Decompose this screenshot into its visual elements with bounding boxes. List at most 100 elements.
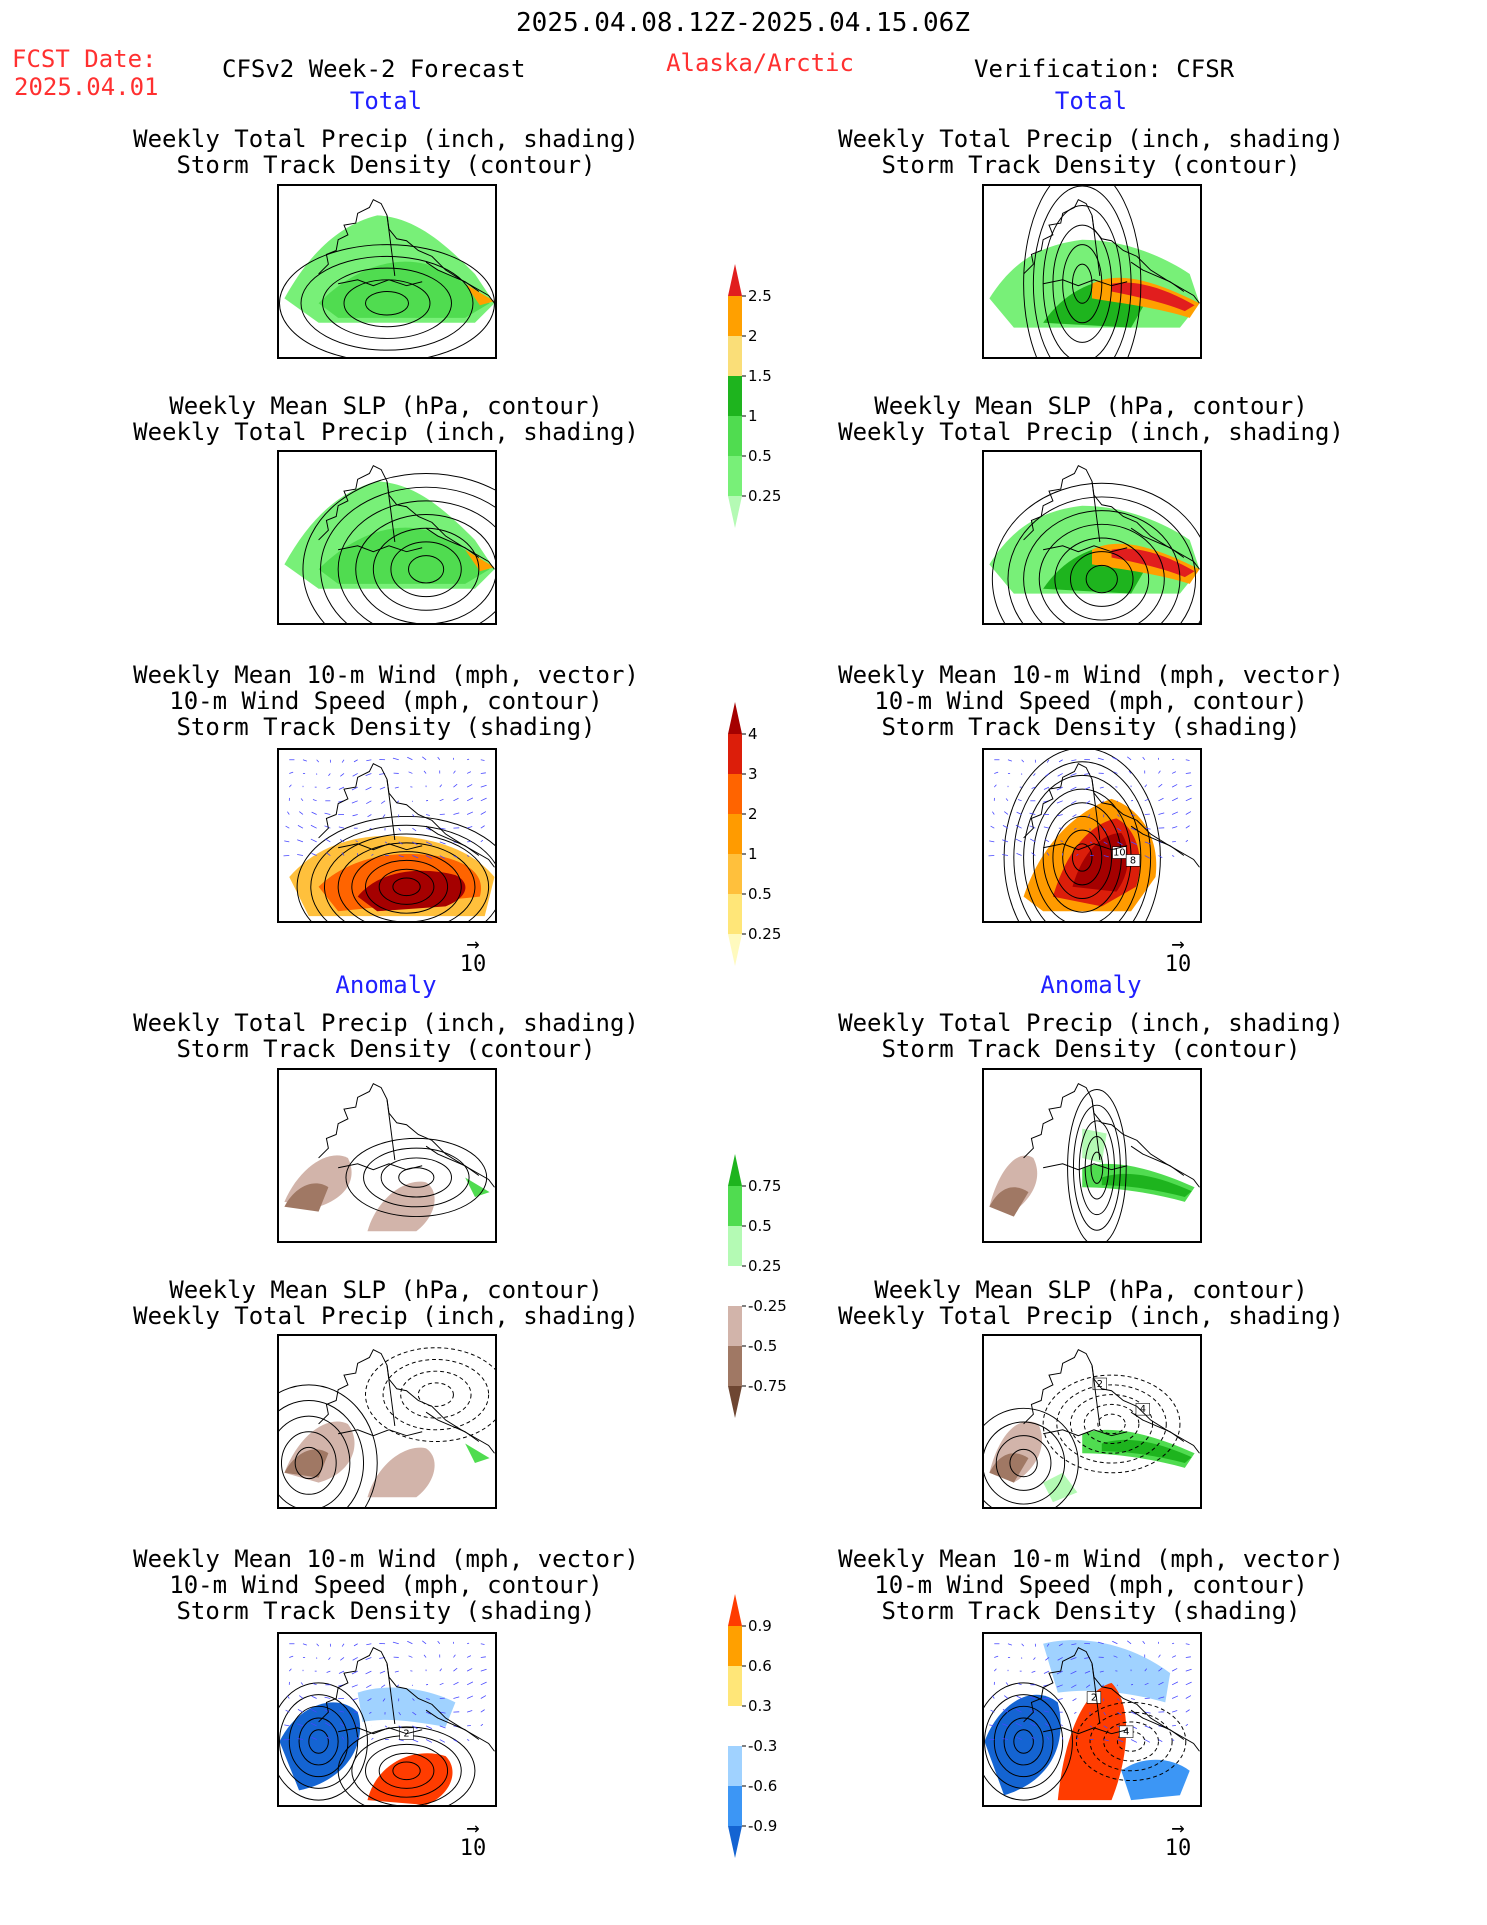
colorbar-band xyxy=(728,702,742,734)
contour-label: 2 xyxy=(1097,1379,1103,1390)
colorbar-tick-label: -0.6 xyxy=(748,1777,777,1795)
section-anomaly-right: Anomaly xyxy=(1040,971,1142,999)
map-cfsr-total-slp xyxy=(982,450,1202,625)
title-cfsr-total-precip: Weekly Total Precip (inch, shading) Stor… xyxy=(838,125,1344,179)
map-fcst-anom-slp xyxy=(277,1334,497,1509)
shading xyxy=(1111,548,1195,578)
colorbar-band xyxy=(728,1626,742,1666)
vector-ref-fcst-anom: → 10 xyxy=(448,1816,498,1862)
shading xyxy=(367,1181,435,1232)
map-fcst-total-slp xyxy=(277,450,497,625)
contour-label: 4 xyxy=(1140,1404,1146,1415)
contour-set xyxy=(991,482,1200,623)
shading xyxy=(1043,1640,1171,1703)
vector-ref-fcst-total: → 10 xyxy=(448,932,498,978)
arrow-right-icon: → xyxy=(466,932,480,957)
title-fcst-anom-slp: Weekly Mean SLP (hPa, contour) Weekly To… xyxy=(133,1276,639,1330)
coastline xyxy=(318,1083,495,1188)
shading xyxy=(1043,1472,1078,1503)
colorbar-band xyxy=(728,854,742,894)
contour-label-box xyxy=(1092,1377,1107,1391)
contour-label-box xyxy=(1112,846,1127,859)
contour-set xyxy=(1023,186,1142,357)
colorbar-band xyxy=(728,336,742,376)
contour-label: 8 xyxy=(1130,855,1136,866)
coastline xyxy=(318,199,495,304)
contour-set xyxy=(302,473,495,623)
colorbar-tick-label: 0.3 xyxy=(748,1697,772,1715)
shading xyxy=(284,1449,329,1478)
region-label: Alaska/Arctic xyxy=(666,49,854,77)
date-range: 2025.04.08.12Z-2025.04.15.06Z xyxy=(516,8,970,38)
wind-vectors xyxy=(988,1640,1192,1743)
shading xyxy=(984,1694,1061,1796)
coastline xyxy=(318,1647,495,1752)
title-cfsr-anom-precip: Weekly Total Precip (inch, shading) Stor… xyxy=(838,1009,1344,1063)
contour-set xyxy=(1003,750,1161,921)
colorbar-total-storm-density: 0.25 0.5 1 2 3 4 xyxy=(728,702,781,966)
shading xyxy=(1111,282,1195,312)
colorbar-band xyxy=(728,296,742,336)
shading xyxy=(1057,1682,1127,1801)
colorbar-tick-label: 1 xyxy=(748,407,758,425)
colorbar-band xyxy=(728,1186,742,1226)
colorbar-tick-label: -0.9 xyxy=(748,1817,777,1835)
contour-set xyxy=(296,815,495,921)
title-cfsr-anom-slp: Weekly Mean SLP (hPa, contour) Weekly To… xyxy=(838,1276,1344,1330)
colorbar-band xyxy=(728,1154,742,1186)
fcst-date: 2025.04.01 xyxy=(14,73,159,101)
contour-set xyxy=(984,1407,1079,1507)
colorbar-band xyxy=(728,814,742,854)
title-fcst-anom-precip: Weekly Total Precip (inch, shading) Stor… xyxy=(133,1009,639,1063)
colorbar-band xyxy=(728,1594,742,1626)
contour-label-box xyxy=(1125,854,1141,867)
colorbar-band xyxy=(728,894,742,934)
contour-set xyxy=(279,1384,378,1507)
colorbar-tick-label: 0.9 xyxy=(748,1617,772,1635)
colorbar-band xyxy=(728,1826,742,1858)
colorbar-tick-label: 2.5 xyxy=(748,287,772,305)
contour-label-box xyxy=(1135,1403,1150,1416)
coastline xyxy=(1023,1083,1200,1188)
colorbar-band xyxy=(728,1386,742,1418)
arrow-right-icon: → xyxy=(1171,1816,1185,1841)
colorbar-tick-label: -0.75 xyxy=(748,1377,787,1395)
colorbar-tick-label: 2 xyxy=(748,327,758,345)
coastline xyxy=(1023,1349,1200,1454)
colorbar-anomaly-precip: -0.75 -0.5 -0.25 0.25 0.5 0.75 xyxy=(728,1154,787,1418)
contour-set xyxy=(279,1682,368,1801)
section-total-left: Total xyxy=(349,87,423,115)
map-cfsr-total-precip xyxy=(982,184,1202,359)
colorbar-band xyxy=(728,1266,742,1306)
shading xyxy=(367,1447,435,1498)
vector-ref-cfsr-total: → 10 xyxy=(1153,934,1203,978)
wind-vectors xyxy=(988,756,1192,859)
shading xyxy=(357,870,466,912)
shading xyxy=(318,261,490,318)
coastline xyxy=(318,1349,495,1454)
shading xyxy=(465,1443,490,1464)
arrow-right-icon: → xyxy=(466,1816,480,1841)
contour-label: 4 xyxy=(1123,1727,1129,1738)
colorbar-tick-label: 3 xyxy=(748,765,758,783)
wind-vectors xyxy=(283,1640,487,1743)
title-fcst-total-wind: Weekly Mean 10-m Wind (mph, vector) 10-m… xyxy=(133,661,639,741)
shading xyxy=(318,527,490,584)
title-fcst-total-slp: Weekly Mean SLP (hPa, contour) Weekly To… xyxy=(133,392,639,446)
colorbar-band xyxy=(728,734,742,774)
colorbar-tick-label: 0.25 xyxy=(748,1257,781,1275)
colorbar-band xyxy=(728,264,742,296)
colorbar-tick-label: 0.5 xyxy=(748,885,772,903)
colorbar-total-precip: 0.25 0.5 1 1.5 2 2.5 xyxy=(728,264,781,528)
colorbar-tick-label: 4 xyxy=(748,725,758,743)
colorbar-band xyxy=(728,774,742,814)
shading xyxy=(1101,1439,1192,1464)
colorbar-band xyxy=(728,1786,742,1826)
shading xyxy=(465,1177,490,1198)
colorbar-band xyxy=(728,1666,742,1706)
coastline xyxy=(1023,465,1200,570)
vector-ref-cfsr-anom: → 10 xyxy=(1153,1816,1203,1862)
colorbar-band xyxy=(728,416,742,456)
contour-set xyxy=(345,1137,488,1218)
title-fcst-anom-wind: Weekly Mean 10-m Wind (mph, vector) 10-m… xyxy=(133,1545,639,1625)
